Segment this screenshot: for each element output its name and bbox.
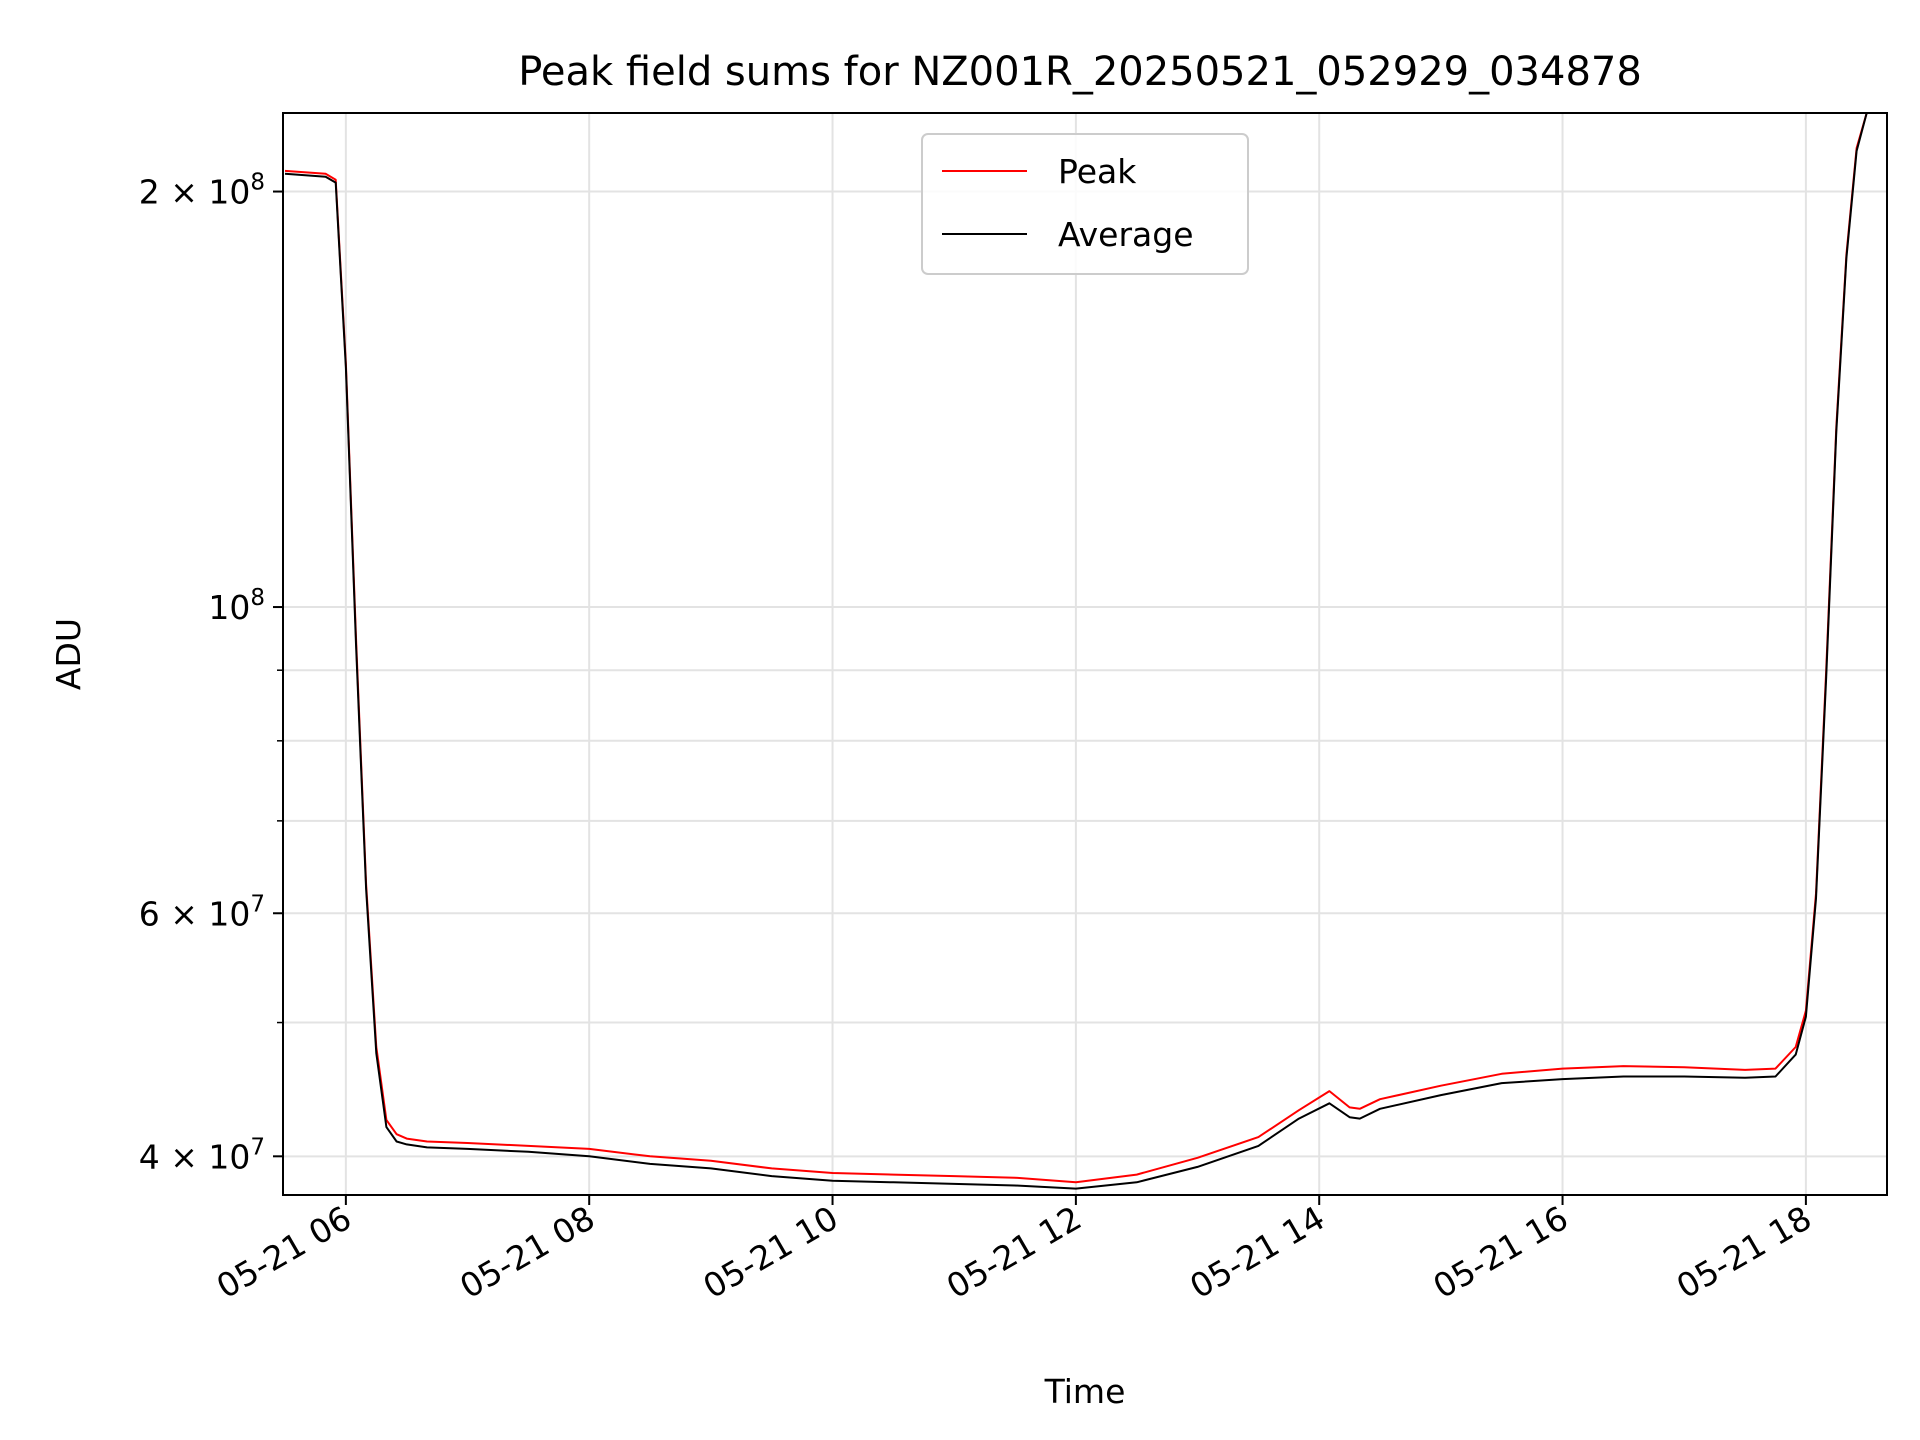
y-tick-exponent: 7 (250, 891, 265, 917)
y-tick-mantissa: 6 (139, 894, 160, 933)
y-axis-title: ADU (49, 618, 88, 690)
y-tick-mantissa: 4 (139, 1137, 160, 1176)
legend-label-average: Average (1058, 215, 1194, 254)
y-tick-label: 2 × 108 (139, 170, 265, 212)
plot-frame (282, 112, 1888, 1196)
y-tick-exponent: 7 (250, 1134, 265, 1160)
legend-label-peak: Peak (1058, 152, 1137, 191)
y-tick-label: 4 × 107 (139, 1134, 265, 1176)
y-tick-exponent: 8 (250, 585, 265, 611)
x-axis-title: Time (1044, 1372, 1126, 1411)
legend-box (921, 133, 1249, 275)
series-layer (284, 112, 1868, 1190)
y-tick-mantissa: 2 (139, 173, 160, 212)
series-line-peak (284, 112, 1868, 1184)
y-tick-label: 6 × 107 (139, 891, 265, 933)
y-tick-exponent: 8 (250, 170, 265, 196)
legend: Peak Average (921, 133, 1249, 275)
series-line-average (284, 112, 1868, 1190)
chart-title: Peak field sums for NZ001R_20250521_0529… (518, 49, 1642, 95)
